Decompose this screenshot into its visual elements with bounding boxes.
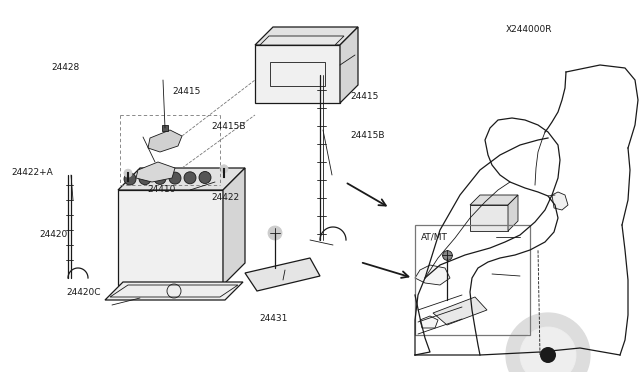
Circle shape <box>184 172 196 184</box>
Text: 24415B: 24415B <box>211 122 246 131</box>
Bar <box>415 225 530 335</box>
Polygon shape <box>415 265 450 285</box>
Text: 24420: 24420 <box>40 230 68 239</box>
Circle shape <box>124 169 132 177</box>
Circle shape <box>268 226 282 240</box>
Text: 24428: 24428 <box>51 63 79 72</box>
Circle shape <box>199 171 211 183</box>
Circle shape <box>520 327 576 372</box>
Text: 24422: 24422 <box>211 193 239 202</box>
Polygon shape <box>118 190 223 285</box>
Text: 24415: 24415 <box>351 92 379 101</box>
Polygon shape <box>255 45 340 103</box>
Polygon shape <box>508 195 518 231</box>
Circle shape <box>139 173 151 185</box>
Text: 24415: 24415 <box>173 87 201 96</box>
Text: AT/MT: AT/MT <box>421 232 448 241</box>
Polygon shape <box>223 168 245 285</box>
Polygon shape <box>148 130 182 152</box>
Circle shape <box>124 173 136 185</box>
Text: 24422+A: 24422+A <box>12 169 53 177</box>
Circle shape <box>169 172 181 184</box>
Polygon shape <box>552 192 568 210</box>
Polygon shape <box>136 162 175 182</box>
Text: 24420C: 24420C <box>66 288 100 296</box>
Polygon shape <box>118 168 245 190</box>
Text: 24431: 24431 <box>259 314 287 323</box>
Polygon shape <box>420 316 438 328</box>
Polygon shape <box>340 27 358 103</box>
Polygon shape <box>245 258 320 291</box>
Polygon shape <box>105 282 243 300</box>
Text: 24415B: 24415B <box>351 131 385 140</box>
Text: 24410: 24410 <box>147 185 175 194</box>
Text: X244000R: X244000R <box>506 25 552 34</box>
Circle shape <box>506 313 590 372</box>
Circle shape <box>540 347 556 363</box>
Polygon shape <box>260 36 344 45</box>
Circle shape <box>154 172 166 185</box>
Polygon shape <box>255 27 358 45</box>
Circle shape <box>220 165 228 173</box>
Polygon shape <box>470 195 518 205</box>
Polygon shape <box>433 297 487 325</box>
Polygon shape <box>470 205 508 231</box>
